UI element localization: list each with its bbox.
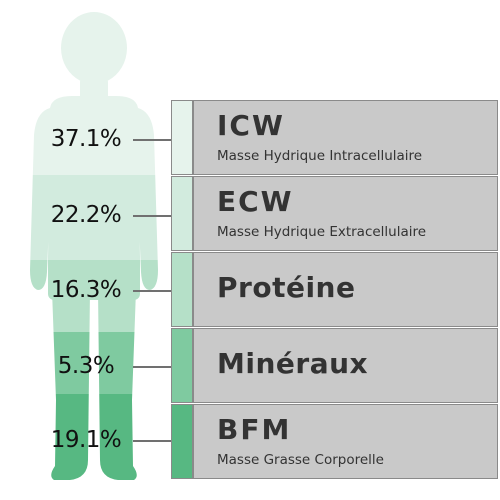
ecw-percent: 22.2% <box>50 202 122 228</box>
ecw-band <box>30 175 158 260</box>
human-body-figure <box>30 12 158 480</box>
icw-label: ICW <box>217 109 285 142</box>
minerals-percent: 5.3% <box>57 353 115 379</box>
bfm-connector <box>133 440 172 442</box>
minerals-panel: Minéraux <box>171 328 498 403</box>
protein-panel: Protéine <box>171 252 498 327</box>
ecw-swatch <box>172 177 192 250</box>
ecw-connector <box>133 215 172 217</box>
protein-swatch <box>172 253 192 326</box>
ecw-panel: ECW Masse Hydrique Extracellulaire <box>171 176 498 251</box>
ecw-label: ECW <box>217 185 294 218</box>
protein-percent: 16.3% <box>50 277 122 303</box>
icw-percent: 37.1% <box>50 126 122 152</box>
icw-description: Masse Hydrique Intracellulaire <box>217 148 423 164</box>
bfm-panel: BFM Masse Grasse Corporelle <box>171 404 498 479</box>
bfm-percent: 19.1% <box>50 427 122 453</box>
minerals-label: Minéraux <box>217 347 369 380</box>
ecw-description: Masse Hydrique Extracellulaire <box>217 224 427 240</box>
protein-connector <box>133 290 172 292</box>
bfm-label: BFM <box>217 413 292 446</box>
bfm-description: Masse Grasse Corporelle <box>217 452 384 468</box>
bfm-swatch <box>172 405 192 478</box>
minerals-connector <box>133 366 172 368</box>
protein-label: Protéine <box>217 271 356 304</box>
minerals-swatch <box>172 329 192 402</box>
icw-connector <box>133 139 172 141</box>
icw-panel: ICW Masse Hydrique Intracellulaire <box>171 100 498 175</box>
icw-swatch <box>172 101 192 174</box>
